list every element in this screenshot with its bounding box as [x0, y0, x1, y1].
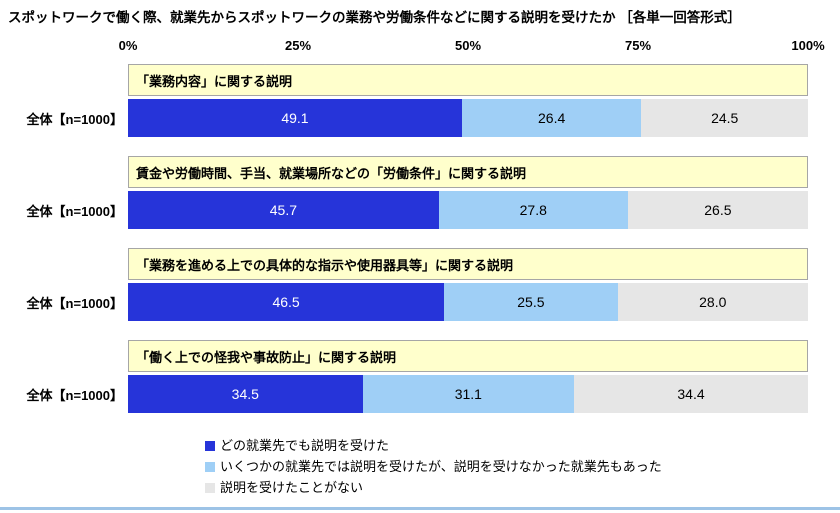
bar-segment: 27.8 [438, 191, 628, 229]
bar-segment: 34.5 [128, 375, 363, 413]
legend-label: いくつかの就業先では説明を受けたが、説明を受けなかった就業先もあった [220, 459, 662, 474]
bar-segment: 26.4 [461, 99, 642, 137]
legend-item: どの就業先でも説明を受けた [205, 437, 662, 455]
band-spacer [0, 340, 128, 372]
legend-swatch [205, 483, 215, 493]
chart-group: 「業務を進める上での具体的な指示や使用器具等」に関する説明 全体【n=1000】 4… [0, 248, 840, 340]
group-label-band: 「業務内容」に関する説明 [128, 64, 808, 96]
row-label: 全体【n=1000】 [26, 387, 123, 403]
legend: どの就業先でも説明を受けたいくつかの就業先では説明を受けたが、説明を受けなかった… [205, 437, 662, 497]
legend-label: どの就業先でも説明を受けた [220, 438, 390, 453]
x-axis-tick: 25% [284, 38, 312, 53]
chart-title: スポットワークで働く際、就業先からスポットワークの業務や労働条件などに関する説明… [8, 10, 741, 25]
legend-swatch [205, 441, 215, 451]
x-axis-tick: 75% [624, 38, 652, 53]
x-axis-tick: 50% [454, 38, 482, 53]
chart-group: 「業務内容」に関する説明 全体【n=1000】 49.1 26.4 24.5 [0, 64, 840, 156]
bar-segment: 34.4 [574, 375, 808, 413]
row-label: 全体【n=1000】 [26, 111, 123, 127]
stacked-bar: 49.1 26.4 24.5 [128, 99, 808, 137]
band-spacer [0, 248, 128, 280]
x-axis: 0% 25% 50% 75% 100% [119, 38, 825, 56]
bar-segment: 28.0 [617, 283, 808, 321]
bar-segment: 24.5 [641, 99, 808, 137]
group-label-band: 「業務を進める上での具体的な指示や使用器具等」に関する説明 [128, 248, 808, 280]
groups: 「業務内容」に関する説明 全体【n=1000】 49.1 26.4 24.5 賃金や労働時… [0, 64, 840, 432]
bar-segment: 31.1 [362, 375, 575, 413]
band-spacer [0, 156, 128, 188]
chart-group: 賃金や労働時間、手当、就業場所などの「労働条件」に関する説明 全体【n=1000】… [0, 156, 840, 248]
stacked-bar: 45.7 27.8 26.5 [128, 191, 808, 229]
group-label-band: 賃金や労働時間、手当、就業場所などの「労働条件」に関する説明 [128, 156, 808, 188]
legend-item: 説明を受けたことがない [205, 479, 662, 497]
stacked-bar: 34.5 31.1 34.4 [128, 375, 808, 413]
legend-label: 説明を受けたことがない [220, 480, 364, 495]
bar-segment: 26.5 [627, 191, 808, 229]
legend-item: いくつかの就業先では説明を受けたが、説明を受けなかった就業先もあった [205, 458, 662, 476]
bar-segment: 45.7 [128, 191, 439, 229]
bar-segment: 49.1 [128, 99, 462, 137]
band-spacer [0, 64, 128, 96]
bar-segment: 25.5 [444, 283, 618, 321]
bottom-border [0, 507, 840, 510]
stacked-bar: 46.5 25.5 28.0 [128, 283, 808, 321]
legend-swatch [205, 462, 215, 472]
row-label: 全体【n=1000】 [26, 295, 123, 311]
x-axis-tick: 100% [791, 38, 825, 53]
chart-group: 「働く上での怪我や事故防止」に関する説明 全体【n=1000】 34.5 31.1 34… [0, 340, 840, 432]
group-label-band: 「働く上での怪我や事故防止」に関する説明 [128, 340, 808, 372]
row-label: 全体【n=1000】 [26, 203, 123, 219]
bar-segment: 46.5 [128, 283, 445, 321]
x-axis-tick: 0% [118, 38, 138, 53]
